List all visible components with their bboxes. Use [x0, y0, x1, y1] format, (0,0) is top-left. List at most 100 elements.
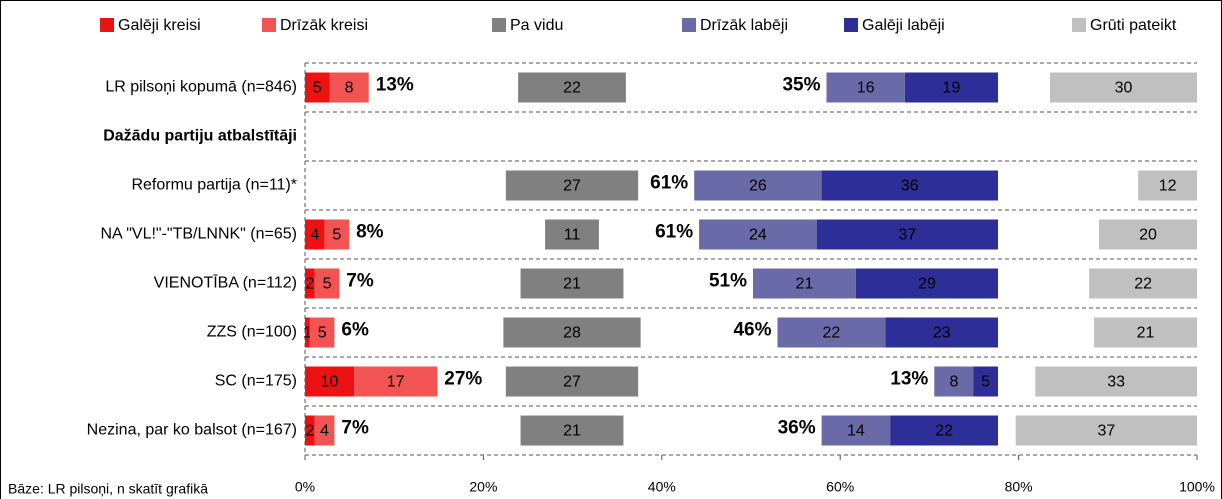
bar-value-label: 21	[563, 276, 581, 293]
legend-label: Galēji labēji	[862, 17, 945, 34]
bar-segment	[1035, 366, 1197, 397]
bar-value-label: 37	[1097, 423, 1115, 440]
x-tick-label: 100%	[1179, 479, 1215, 495]
bar-value-label: 11	[564, 227, 581, 244]
bar-value-label: 37	[898, 227, 916, 244]
bar-segment	[309, 317, 335, 348]
bar-segment	[973, 366, 998, 397]
bar-segment	[305, 72, 330, 103]
bar-value-label: 5	[323, 276, 332, 293]
bar-segment	[505, 366, 639, 397]
bar-value-label: 22	[823, 325, 841, 342]
bar-segment	[305, 219, 325, 250]
left-total: 8%	[356, 222, 384, 243]
legend-label: Grūti pateikt	[1090, 17, 1177, 34]
right-total: 35%	[782, 75, 820, 96]
bar-segment	[324, 219, 350, 250]
bar-value-label: 5	[313, 80, 322, 97]
right-total: 61%	[655, 222, 693, 243]
right-total: 46%	[733, 320, 771, 341]
bar-value-label: 36	[901, 178, 919, 195]
bar-value-label: 17	[387, 374, 405, 391]
x-tick-label: 20%	[469, 479, 497, 495]
bar-value-label: 30	[1115, 80, 1133, 97]
bar-segment	[1089, 268, 1197, 299]
right-total: 36%	[778, 418, 816, 439]
legend-label: Drīzāk kreisi	[280, 17, 368, 34]
left-total: 6%	[341, 320, 369, 341]
bar-segment	[694, 170, 822, 201]
x-tick-label: 40%	[648, 479, 676, 495]
bar-segment	[545, 219, 599, 250]
bar-value-label: 14	[847, 423, 865, 440]
bar-segment	[699, 219, 817, 250]
legend-label: Galēji kreisi	[118, 17, 201, 34]
bar-value-label: 29	[918, 276, 936, 293]
bar-value-label: 21	[796, 276, 814, 293]
bar-value-label: 24	[749, 227, 767, 244]
bar-segment	[821, 415, 891, 446]
legend-swatch	[100, 18, 114, 32]
bar-segment	[904, 72, 998, 103]
bar-segment	[1138, 170, 1197, 201]
bar-segment	[885, 317, 998, 348]
bar-segment	[855, 268, 998, 299]
bar-value-label: 27	[563, 178, 581, 195]
category-label: Dažādu partiju atbalstītāji	[103, 128, 297, 145]
bar-segment	[505, 170, 639, 201]
category-label: ZZS (n=100)	[207, 324, 297, 341]
category-label: SC (n=175)	[215, 373, 297, 390]
bar-segment	[354, 366, 438, 397]
bar-value-label: 23	[933, 325, 951, 342]
bar-value-label: 5	[332, 227, 341, 244]
bar-value-label: 21	[563, 423, 581, 440]
bar-value-label: 5	[981, 374, 990, 391]
bar-segment	[1099, 219, 1197, 250]
legend-label: Pa vidu	[510, 17, 563, 34]
bar-value-label: 22	[935, 423, 953, 440]
bar-segment	[934, 366, 974, 397]
bar-segment	[1015, 415, 1197, 446]
category-label: VIENOTĪBA (n=112)	[154, 274, 297, 292]
category-label: Reformu partija (n=11)*	[131, 177, 297, 194]
bar-value-label: 8	[345, 80, 354, 97]
bar-value-label: 33	[1107, 374, 1125, 391]
bar-value-label: 22	[1134, 276, 1152, 293]
bar-segment	[826, 72, 905, 103]
bar-segment	[753, 268, 856, 299]
right-total: 51%	[709, 271, 747, 292]
bar-value-label: 26	[749, 178, 767, 195]
bar-segment	[520, 415, 624, 446]
bar-segment	[518, 72, 626, 103]
bar-value-label: 12	[1159, 178, 1177, 195]
bar-value-label: 8	[949, 374, 958, 391]
bar-segment	[305, 366, 354, 397]
legend-swatch	[1072, 18, 1086, 32]
bar-segment	[329, 72, 369, 103]
bar-value-label: 20	[1139, 227, 1157, 244]
footnote: Bāze: LR pilsoņi, n skatīt grafikā	[8, 481, 208, 497]
bar-segment	[520, 268, 624, 299]
bar-value-label: 22	[563, 80, 581, 97]
bar-segment	[821, 170, 998, 201]
bar-value-label: 4	[310, 227, 319, 244]
legend-swatch	[844, 18, 858, 32]
bar-value-label: 27	[563, 374, 581, 391]
legend-swatch	[492, 18, 506, 32]
bar-segment	[777, 317, 886, 348]
bar-value-label: 28	[563, 325, 581, 342]
legend-swatch	[262, 18, 276, 32]
bar-value-label: 19	[943, 80, 961, 97]
x-tick-label: 80%	[1005, 479, 1033, 495]
bar-value-label: 16	[857, 80, 875, 97]
bar-segment	[816, 219, 998, 250]
bar-value-label: 5	[318, 325, 327, 342]
bar-value-label: 1	[303, 325, 312, 342]
bar-value-label: 2	[305, 276, 314, 293]
bar-segment	[314, 268, 340, 299]
bar-value-label: 2	[305, 423, 314, 440]
bar-segment	[305, 415, 315, 446]
right-total: 13%	[890, 369, 928, 390]
bar-segment	[503, 317, 641, 348]
left-total: 27%	[444, 369, 482, 390]
